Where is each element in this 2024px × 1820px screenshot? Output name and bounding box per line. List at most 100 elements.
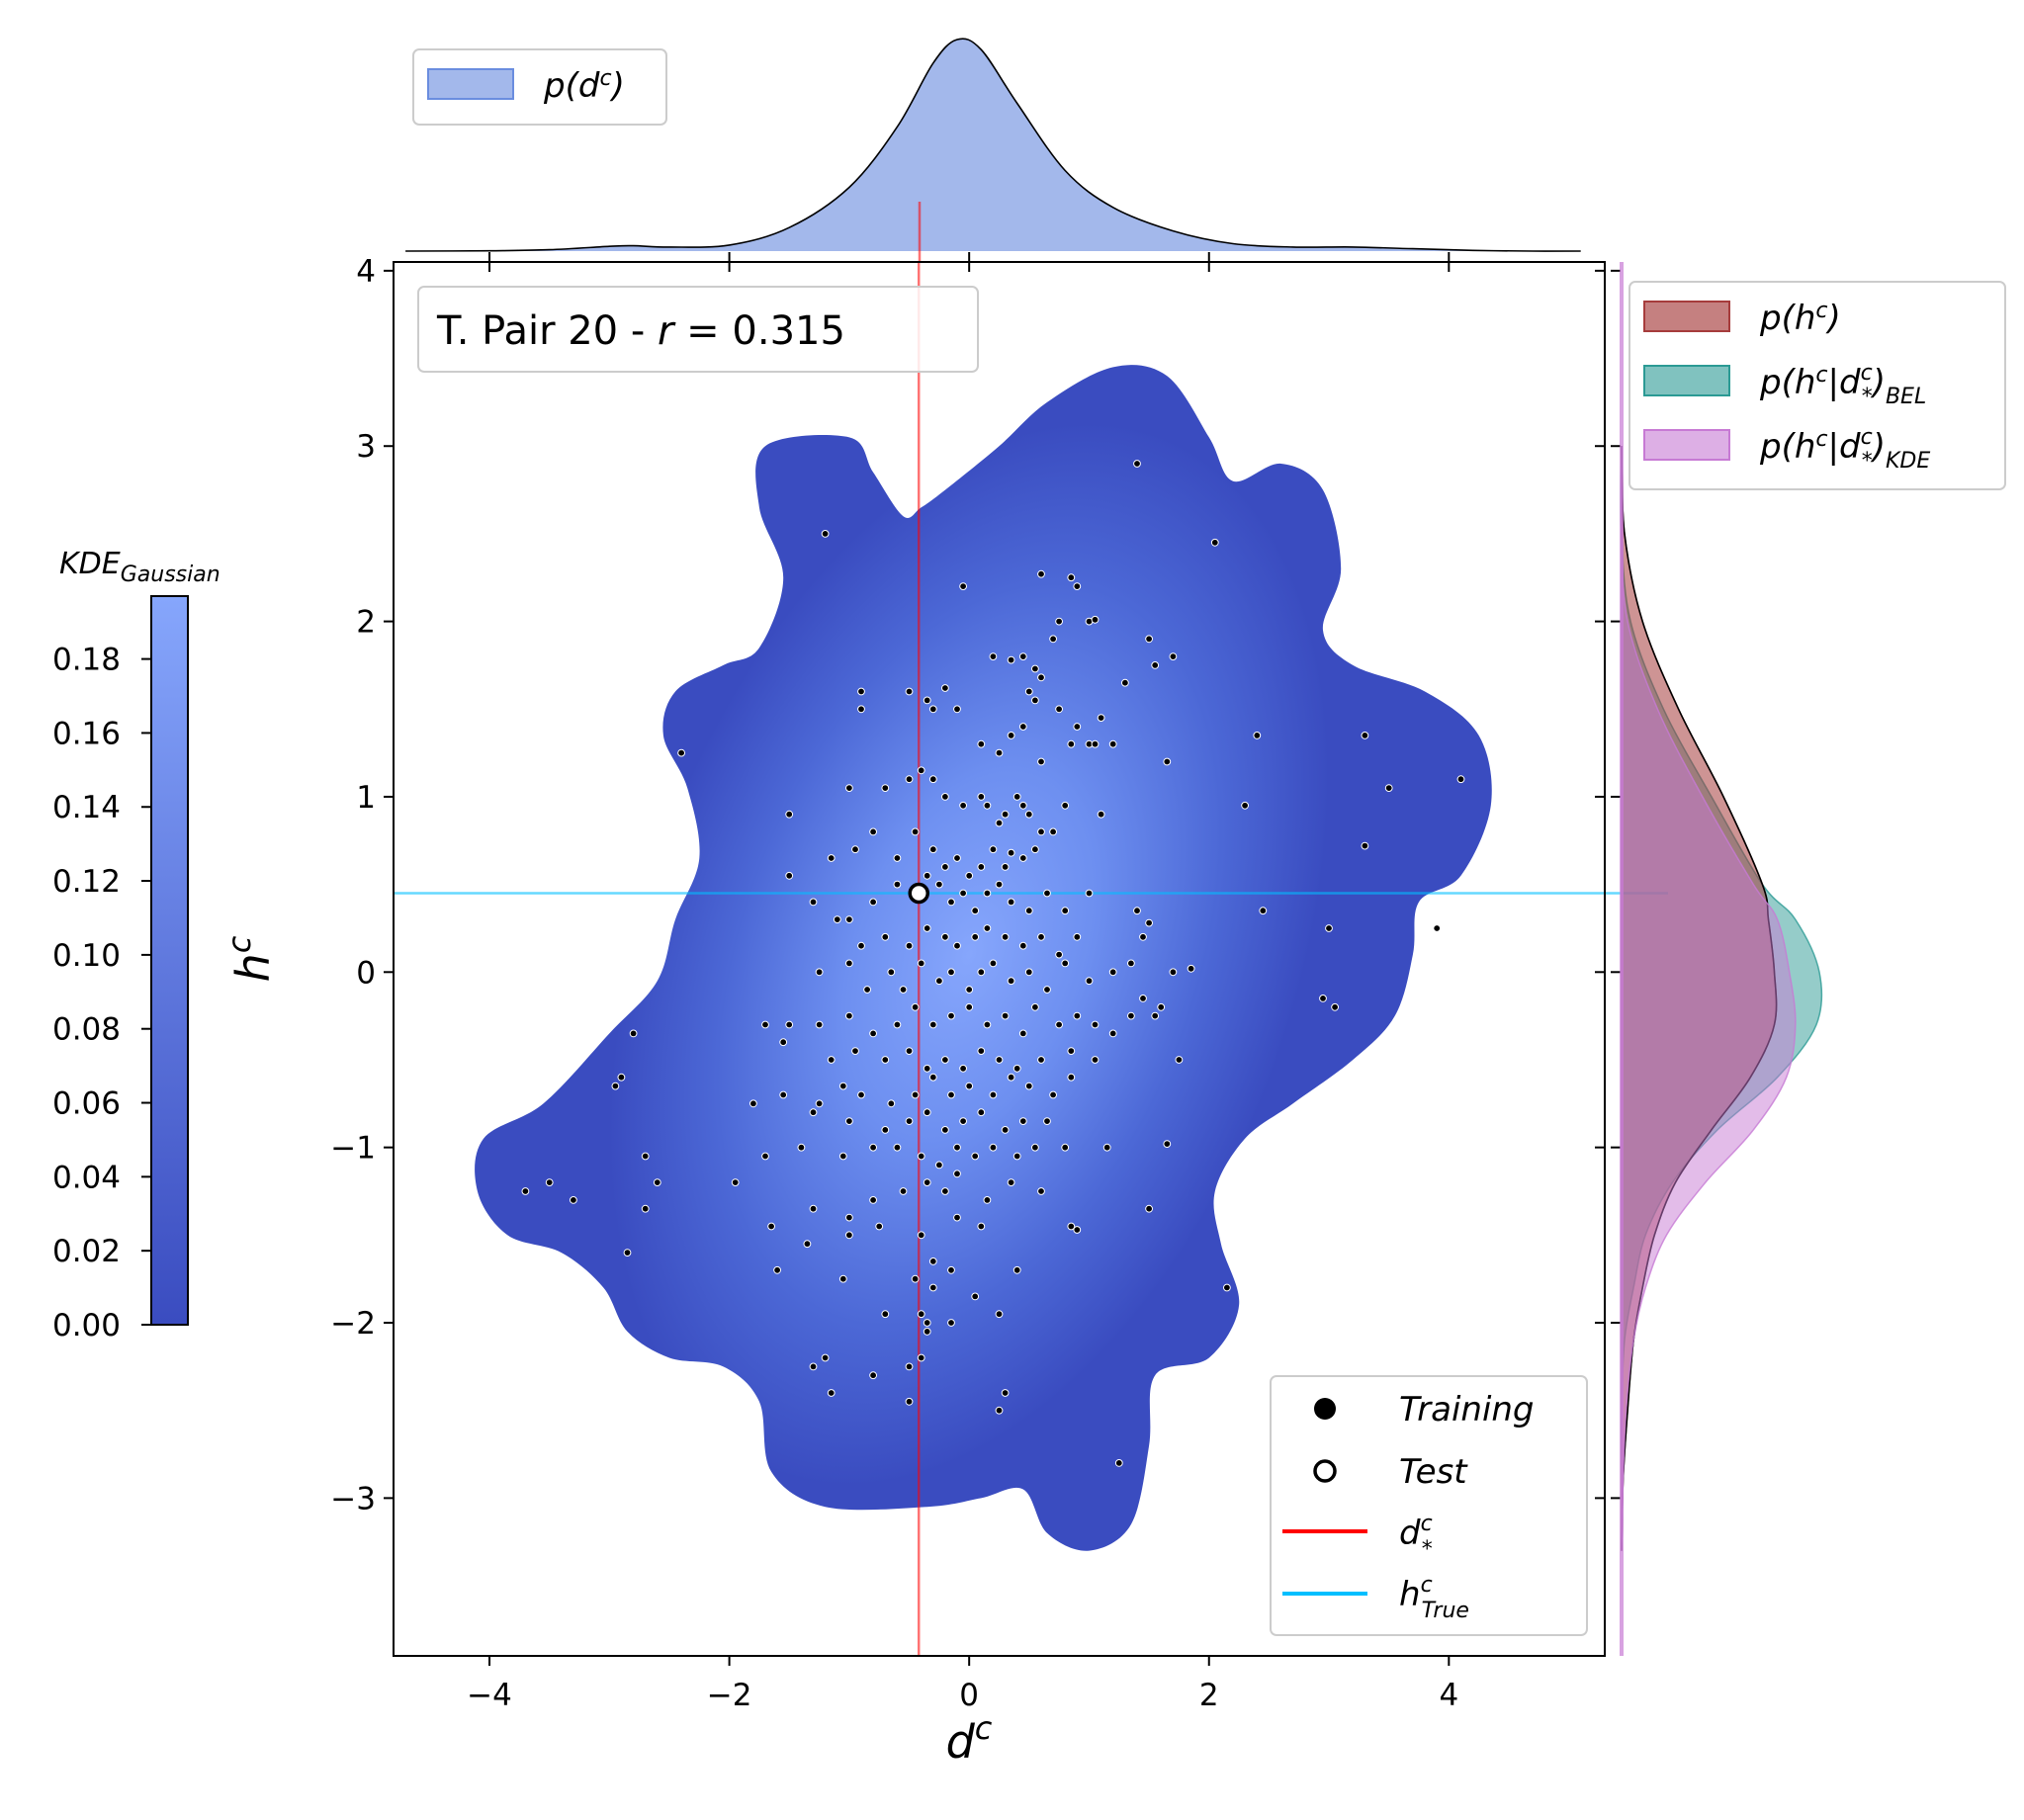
- training-point: [1049, 635, 1057, 644]
- kde-density-region: [475, 365, 1492, 1551]
- training-point: [989, 845, 998, 854]
- training-point: [1085, 889, 1094, 898]
- training-point: [677, 748, 685, 757]
- training-point: [928, 1073, 937, 1082]
- training-point: [731, 1178, 740, 1186]
- training-point: [971, 932, 980, 941]
- training-point: [1001, 932, 1010, 941]
- training-point: [953, 1170, 961, 1178]
- training-point: [785, 810, 794, 819]
- training-point: [1151, 661, 1160, 669]
- training-point: [803, 1240, 812, 1249]
- training-point: [1127, 959, 1135, 968]
- training-point: [917, 1152, 925, 1161]
- training-point: [845, 784, 853, 792]
- training-point: [1331, 1002, 1339, 1011]
- training-point: [1061, 1143, 1070, 1152]
- training-point: [1007, 977, 1015, 986]
- training-point: [905, 1397, 914, 1406]
- legend-phc-label: p(hc): [1759, 299, 1841, 339]
- colorbar-tick-label: 0.10: [52, 938, 121, 974]
- training-point: [959, 801, 967, 810]
- training-point: [1007, 655, 1015, 664]
- training-point: [821, 530, 830, 538]
- training-point: [1127, 1011, 1135, 1020]
- training-point: [881, 1310, 890, 1319]
- training-point: [1037, 932, 1045, 941]
- training-point: [899, 986, 908, 994]
- training-point: [1012, 1064, 1021, 1073]
- colorbar-ticks: 0.00 0.02 0.04 0.06 0.08 0.10 0.12 0.14 0.16 0.18: [52, 643, 151, 1343]
- training-point: [1018, 652, 1027, 660]
- training-point: [941, 684, 949, 692]
- training-point: [545, 1178, 554, 1186]
- training-point: [959, 1117, 967, 1125]
- training-point: [875, 1222, 884, 1231]
- training-point: [869, 1196, 877, 1204]
- training-point: [1121, 678, 1129, 687]
- training-point: [1108, 968, 1117, 977]
- training-point: [965, 986, 974, 994]
- training-point: [1001, 863, 1010, 871]
- training-point: [983, 1196, 992, 1204]
- training-point: [923, 1319, 931, 1327]
- training-point: [917, 766, 925, 775]
- training-point: [1055, 950, 1063, 959]
- training-point: [1018, 801, 1027, 810]
- training-point: [1037, 673, 1045, 682]
- training-point: [1091, 739, 1100, 748]
- training-point: [1067, 1073, 1076, 1082]
- training-point: [917, 1353, 925, 1362]
- training-point: [935, 880, 943, 889]
- colorbar-tick-label: 0.14: [52, 790, 121, 825]
- training-point: [1175, 1056, 1184, 1064]
- training-point: [1139, 995, 1147, 1002]
- training-point: [989, 1143, 998, 1152]
- training-point: [611, 1082, 620, 1090]
- training-point: [947, 1011, 955, 1020]
- training-point: [1061, 907, 1070, 915]
- training-point: [935, 1161, 943, 1170]
- legend-test-marker: [1313, 1459, 1337, 1483]
- training-point: [953, 1143, 961, 1152]
- training-point: [1114, 1459, 1123, 1467]
- training-point: [923, 1064, 931, 1073]
- training-point: [1163, 757, 1172, 766]
- training-point: [857, 687, 865, 696]
- training-point: [863, 986, 871, 994]
- training-point: [1037, 1056, 1045, 1064]
- training-point: [965, 871, 974, 880]
- training-point: [887, 968, 896, 977]
- y-tick-label: 3: [356, 429, 376, 465]
- training-point: [1031, 664, 1039, 673]
- training-point: [1007, 848, 1015, 857]
- training-point: [1073, 1011, 1082, 1020]
- training-point: [995, 748, 1004, 757]
- training-point: [941, 1126, 949, 1134]
- training-point: [629, 1029, 638, 1038]
- training-point: [905, 1117, 914, 1125]
- training-point: [857, 1090, 865, 1099]
- training-point: [1073, 723, 1082, 731]
- training-point: [1097, 810, 1105, 819]
- training-point: [977, 863, 986, 871]
- training-point: [815, 1020, 824, 1029]
- training-point: [947, 1265, 955, 1274]
- training-point: [983, 801, 992, 810]
- colorbar-tick-label: 0.18: [52, 643, 121, 678]
- legend-bel-swatch: [1643, 365, 1730, 396]
- training-point: [809, 1204, 818, 1213]
- training-point: [521, 1187, 530, 1195]
- training-point: [761, 1020, 769, 1029]
- training-point: [923, 924, 931, 932]
- x-tick-label: 2: [1199, 1678, 1219, 1713]
- training-point: [773, 1265, 781, 1274]
- training-point: [928, 1257, 937, 1265]
- training-point: [1043, 1117, 1051, 1125]
- legend-kde-swatch: [1643, 429, 1730, 461]
- training-point: [1037, 757, 1045, 766]
- training-point: [857, 941, 865, 950]
- main-plot: −4 −2 0 2 4 −3 −2 −1 0 1 2 3 4 T. Pair 20 - r = 0.3…: [220, 252, 1668, 1769]
- training-point: [767, 1222, 775, 1231]
